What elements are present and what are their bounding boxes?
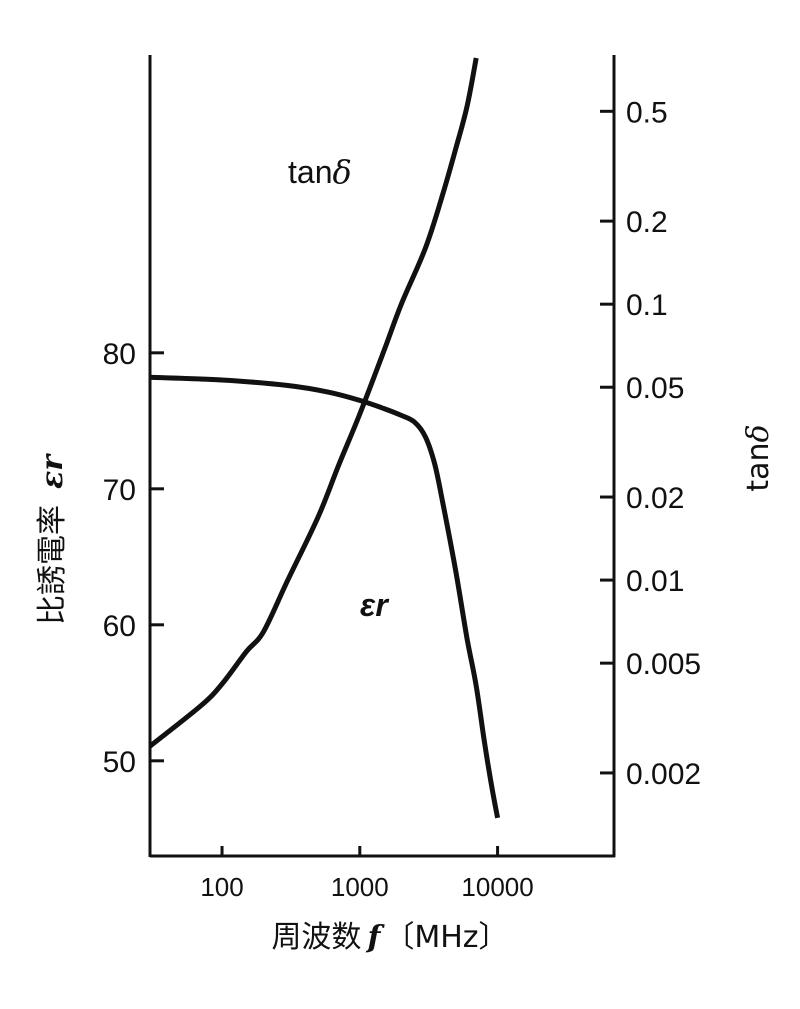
right-tick-label-3: 0.02: [626, 482, 684, 515]
left-tick-label-0: 50: [103, 746, 136, 779]
right-y-axis-title-symbol: δ: [741, 424, 776, 442]
left-y-axis-title-symbol: εr: [35, 453, 70, 489]
x-axis-title-unit: 〔MHz〕: [384, 920, 508, 955]
left-y-axis-title-text: 比誘電率: [35, 505, 70, 625]
right-tick-label-6: 0.2: [626, 206, 668, 239]
x-tick-label-1: 1000: [331, 872, 389, 902]
x-axis-title-symbol: f: [365, 920, 385, 955]
right-axis-ticks: 0.002 0.005 0.01 0.02 0.05 0.1 0.2 0.5: [600, 96, 701, 791]
right-tick-label-0: 0.002: [626, 758, 701, 791]
axes: [148, 55, 616, 858]
left-y-axis-title: 比誘電率 εr: [35, 453, 70, 625]
series-line-tan-delta: [148, 57, 479, 749]
annotation-tan-delta-symbol: δ: [332, 153, 351, 191]
right-tick-label-5: 0.1: [626, 289, 668, 322]
x-axis-title-prefix: 周波数: [271, 920, 361, 955]
x-tick-label-2: 10000: [461, 872, 533, 902]
right-y-axis-title: tanδ: [741, 424, 776, 491]
left-tick-label-1: 60: [103, 610, 136, 643]
right-tick-label-1: 0.005: [626, 648, 701, 681]
x-tick-label-0: 100: [200, 872, 243, 902]
series-layer: [148, 57, 501, 819]
x-axis-title: 周波数 f 〔MHz〕: [271, 920, 508, 955]
x-axis-ticks: 100 1000 10000: [200, 846, 534, 902]
left-tick-label-3: 80: [103, 338, 136, 371]
right-tick-label-7: 0.5: [626, 96, 668, 129]
annotation-epsilon-r: εr: [360, 587, 389, 623]
right-tick-label-2: 0.01: [626, 565, 684, 598]
left-tick-label-2: 70: [103, 474, 136, 507]
annotation-tan-delta: tanδ: [288, 153, 352, 191]
series-line-epsilon-r: [149, 374, 501, 819]
right-y-axis-title-text: tan: [741, 442, 776, 491]
right-tick-label-4: 0.05: [626, 372, 684, 405]
annotation-tan-delta-text: tan: [288, 154, 332, 190]
left-axis-ticks: 50 60 70 80: [103, 338, 164, 779]
